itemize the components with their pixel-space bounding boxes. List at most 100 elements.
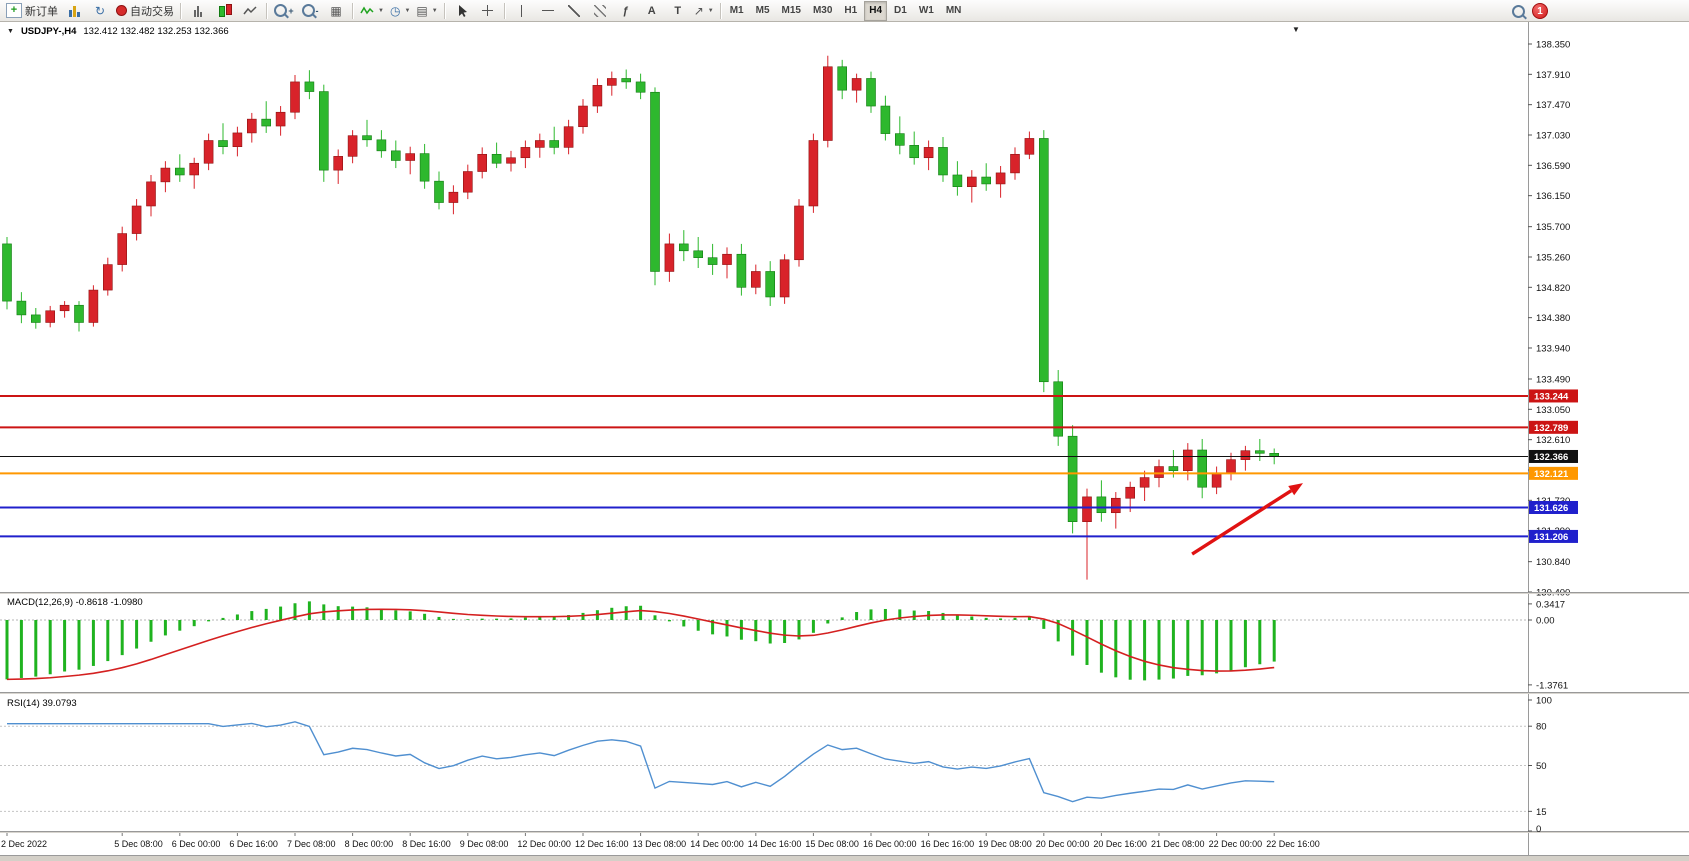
timeframe-group: M1 M5 M15 M30 H1 H4 D1 W1 MN bbox=[725, 0, 967, 21]
price-tick-label: 134.380 bbox=[1536, 313, 1570, 324]
indicators-button[interactable]: ▼ bbox=[357, 1, 387, 21]
candle-body bbox=[2, 243, 12, 302]
fibonacci-icon: ƒ bbox=[622, 4, 629, 17]
arrows-tool-button[interactable]: ↗ ▼ bbox=[691, 1, 717, 21]
price-badge bbox=[1529, 466, 1578, 480]
trend-arrow-line[interactable] bbox=[1191, 489, 1293, 556]
autotrading-icon bbox=[116, 5, 127, 16]
candle-body bbox=[491, 153, 502, 164]
price-tick-label: 137.470 bbox=[1536, 100, 1570, 111]
bar-chart-mode-button[interactable] bbox=[185, 1, 211, 21]
window-bottom-strip bbox=[0, 855, 1689, 861]
candle-body bbox=[347, 135, 358, 157]
candle-body bbox=[866, 78, 876, 107]
ohlc-bars-icon bbox=[194, 5, 203, 17]
candle-body bbox=[1183, 449, 1193, 471]
candlestick-mode-button[interactable] bbox=[211, 1, 237, 21]
chart-shift-icon[interactable]: ▼ bbox=[1292, 25, 1300, 34]
price-tick-label: 133.940 bbox=[1536, 343, 1570, 354]
candle-body bbox=[909, 145, 920, 159]
symbol-dropdown-icon[interactable]: ▼ bbox=[7, 28, 14, 35]
cursor-tool-button[interactable] bbox=[449, 1, 475, 21]
candle-body bbox=[952, 174, 963, 187]
templates-button[interactable]: ▤ ▼ bbox=[413, 1, 440, 21]
candle-body bbox=[549, 140, 560, 148]
candle-body bbox=[736, 253, 747, 288]
vertical-line-icon bbox=[521, 4, 523, 17]
timeframe-W1[interactable]: W1 bbox=[918, 5, 934, 16]
label-tool-button[interactable]: T bbox=[665, 1, 691, 21]
zoom-out-button[interactable]: - bbox=[297, 1, 323, 21]
candle-body bbox=[995, 172, 1006, 185]
price-badge bbox=[1529, 529, 1578, 543]
candle-body bbox=[1067, 435, 1078, 522]
time-axis-label: 16 Dec 16:00 bbox=[921, 839, 975, 849]
candle-body bbox=[722, 253, 732, 265]
line-chart-mode-button[interactable] bbox=[237, 1, 263, 21]
charts-button[interactable] bbox=[61, 1, 87, 21]
fibonacci-tool-button[interactable]: ƒ bbox=[613, 1, 639, 21]
rsi-axis-label: 100 bbox=[1536, 696, 1552, 707]
candle-body bbox=[750, 271, 761, 288]
timeframe-H1[interactable]: H1 bbox=[844, 5, 858, 16]
time-axis-label: 5 Dec 08:00 bbox=[114, 839, 163, 849]
timeframe-M1[interactable]: M1 bbox=[729, 5, 744, 16]
candle-body bbox=[1168, 466, 1179, 471]
candle-body bbox=[261, 118, 272, 127]
candle-body bbox=[650, 91, 660, 272]
time-axis-label: 16 Dec 00:00 bbox=[863, 839, 917, 849]
cursor-icon bbox=[458, 4, 467, 17]
candle-body bbox=[707, 257, 718, 265]
line-chart-icon bbox=[243, 5, 257, 14]
candle-body bbox=[290, 81, 300, 113]
timeframe-M5[interactable]: M5 bbox=[755, 5, 770, 16]
trendline-tool-button[interactable] bbox=[561, 1, 587, 21]
price-tick-label: 135.700 bbox=[1536, 222, 1570, 233]
text-tool-button[interactable]: A bbox=[639, 1, 665, 21]
periods-button[interactable]: ◷ ▼ bbox=[387, 1, 413, 21]
candle-body bbox=[434, 180, 444, 203]
vertical-line-tool-button[interactable] bbox=[509, 1, 535, 21]
timeframe-M30[interactable]: M30 bbox=[812, 5, 833, 16]
candle-body bbox=[477, 153, 488, 172]
candle-body bbox=[520, 147, 531, 159]
tile-windows-button[interactable]: ▦ bbox=[323, 1, 349, 21]
timeframe-MN[interactable]: MN bbox=[945, 5, 962, 16]
new-order-button[interactable]: + 新订单 bbox=[3, 1, 61, 21]
macd-header: MACD(12,26,9) -0.8618 -1.0980 bbox=[7, 597, 143, 608]
refresh-button[interactable]: ↻ bbox=[87, 1, 113, 21]
toolbar-separator bbox=[352, 2, 354, 19]
candle-body bbox=[606, 78, 617, 86]
toolbar-separator bbox=[266, 2, 268, 19]
zoom-in-button[interactable]: + bbox=[271, 1, 297, 21]
candle-body bbox=[664, 243, 675, 272]
price-tick-label: 130.840 bbox=[1536, 557, 1570, 568]
chart-background bbox=[0, 22, 1689, 861]
trend-arrow-head[interactable] bbox=[1288, 483, 1303, 496]
time-axis-label: 14 Dec 16:00 bbox=[748, 839, 802, 849]
candle-body bbox=[1197, 449, 1207, 488]
time-axis-label: 22 Dec 00:00 bbox=[1209, 839, 1263, 849]
autotrading-button[interactable]: 自动交易 bbox=[113, 1, 177, 21]
candle-body bbox=[938, 147, 948, 176]
horizontal-line-tool-button[interactable] bbox=[535, 1, 561, 21]
chart-area[interactable]: 138.350 137.910 137.470 137.030 136.590 136.1… bbox=[0, 22, 1689, 861]
price-chart-canvas[interactable]: 138.350 137.910 137.470 137.030 136.590 136.1… bbox=[0, 22, 1689, 861]
zoom-in-icon bbox=[274, 4, 288, 17]
time-axis-label: 7 Dec 08:00 bbox=[287, 839, 336, 849]
search-icon[interactable] bbox=[1512, 4, 1525, 18]
price-tick-label: 133.050 bbox=[1536, 405, 1570, 416]
candle-body bbox=[1082, 496, 1092, 522]
channel-tool-button[interactable] bbox=[587, 1, 613, 21]
candle-body bbox=[563, 126, 574, 148]
timeframe-D1[interactable]: D1 bbox=[894, 5, 907, 16]
timeframe-H4[interactable]: H4 bbox=[864, 0, 888, 21]
timeframe-M15[interactable]: M15 bbox=[781, 5, 801, 16]
candle-body bbox=[765, 271, 776, 298]
time-axis-label: 21 Dec 08:00 bbox=[1151, 839, 1205, 849]
candle-body bbox=[894, 133, 905, 146]
notification-badge[interactable]: 1 bbox=[1532, 3, 1548, 19]
price-badge-label: 132.366 bbox=[1534, 452, 1568, 463]
time-axis-label: 19 Dec 08:00 bbox=[978, 839, 1032, 849]
crosshair-tool-button[interactable] bbox=[475, 1, 501, 21]
